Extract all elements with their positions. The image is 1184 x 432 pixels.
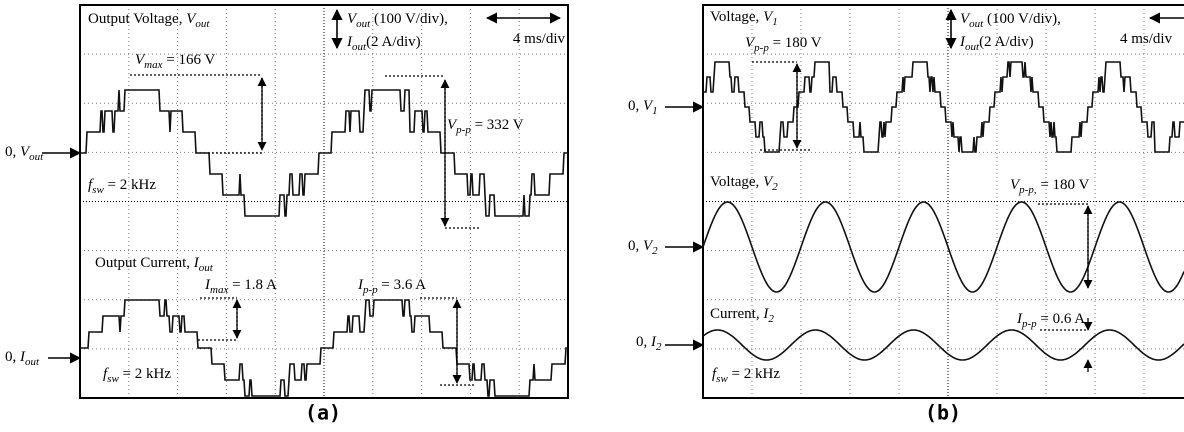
label-part: out bbox=[352, 41, 367, 53]
label-part: 1 bbox=[772, 16, 778, 28]
label-part: 0, bbox=[5, 144, 20, 160]
label-part: (100 V/div), bbox=[983, 11, 1061, 27]
page: (a) 0, Vout 0, Iout Output Voltage, Vout Vou… bbox=[0, 0, 1184, 432]
label-part: 2 bbox=[768, 313, 774, 325]
figure: (a) 0, Vout 0, Iout Output Voltage, Vout Vou… bbox=[0, 0, 1184, 432]
annotation: Vout (100 V/div), bbox=[347, 11, 448, 29]
annotation: Vp-p = 332 V bbox=[447, 117, 524, 135]
annotation: 0, V2 bbox=[628, 238, 658, 256]
annotation: fsw = 2 kHz bbox=[88, 177, 156, 195]
label-part: = 180 V bbox=[1037, 177, 1090, 193]
label-part: 2 bbox=[652, 245, 658, 257]
label-part: sw bbox=[107, 373, 119, 385]
label-part: Current, bbox=[710, 306, 763, 322]
label-part: sw bbox=[716, 373, 728, 385]
label-part: 4 ms/div bbox=[513, 31, 566, 47]
label-part: 0, bbox=[628, 98, 643, 114]
label-part: Voltage, bbox=[710, 174, 763, 190]
label-part: out bbox=[25, 356, 40, 368]
label-part: Voltage, bbox=[710, 9, 763, 25]
annotation: Vp-p, = 180 V bbox=[1010, 177, 1090, 195]
label-part: p-p bbox=[1021, 318, 1037, 330]
label-part: = 2 kHz bbox=[119, 366, 172, 382]
label-part: out bbox=[965, 41, 980, 53]
label-part: p-p bbox=[455, 124, 471, 136]
label-part: (2 A/div) bbox=[979, 34, 1034, 50]
label-part: out bbox=[199, 262, 214, 274]
label-part: p-p bbox=[362, 284, 378, 296]
annotation: Imax = 1.8 A bbox=[204, 277, 277, 295]
annotation: 0, Iout bbox=[5, 349, 40, 367]
annotation: Output Voltage, Vout bbox=[88, 11, 210, 29]
annotation: 0, V1 bbox=[628, 98, 658, 116]
annotation: Iout(2 A/div) bbox=[959, 34, 1034, 52]
annotation: Ip-p = 3.6 A bbox=[357, 277, 426, 295]
annotation: Iout(2 A/div) bbox=[346, 34, 421, 52]
label-part: = 166 V bbox=[163, 52, 216, 68]
annotation: 4 ms/div bbox=[513, 31, 566, 47]
annotation: 4 ms/div bbox=[1120, 31, 1173, 47]
waveform bbox=[703, 202, 1184, 292]
label-part: sw bbox=[92, 184, 104, 196]
labels: (a) 0, Vout 0, Iout Output Voltage, Vout Vou… bbox=[5, 9, 1173, 424]
annotation: 0, I2 bbox=[636, 334, 662, 352]
label-part: (2 A/div) bbox=[366, 34, 421, 50]
label-part: = 3.6 A bbox=[378, 277, 427, 293]
label-part: = 2 kHz bbox=[104, 177, 157, 193]
scope-grid bbox=[80, 5, 1184, 398]
label-part: p-p, bbox=[1018, 184, 1037, 196]
label-part: 0, bbox=[636, 334, 651, 350]
label-part: max bbox=[144, 59, 162, 71]
label-part: 1 bbox=[652, 105, 658, 117]
label-part: = 0.6 A bbox=[1037, 311, 1086, 327]
panel-caption: (a) bbox=[305, 401, 341, 425]
measurement-lines bbox=[130, 62, 1088, 385]
label-part: Output Current, bbox=[95, 255, 194, 271]
label-part: = 2 kHz bbox=[728, 366, 781, 382]
annotation: Voltage, V1 bbox=[710, 9, 778, 27]
label-part: out bbox=[969, 18, 984, 30]
label-part: = 180 V bbox=[769, 35, 822, 51]
annotation: Ip-p = 0.6 A bbox=[1016, 311, 1085, 329]
label-part: = 332 V bbox=[471, 117, 524, 133]
waveform bbox=[703, 62, 1184, 152]
waveform bbox=[703, 330, 1184, 360]
label-part: 0, bbox=[5, 349, 20, 365]
label-part: Output Voltage, bbox=[88, 11, 186, 27]
annotation: 0, Vout bbox=[5, 144, 44, 162]
annotation: fsw = 2 kHz bbox=[103, 366, 171, 384]
annotation: Voltage, V2 bbox=[710, 174, 778, 192]
label-part: 4 ms/div bbox=[1120, 31, 1173, 47]
annotation: Current, I2 bbox=[710, 306, 774, 324]
annotation: Vout (100 V/div), bbox=[960, 11, 1061, 29]
annotation: Vmax = 166 V bbox=[135, 52, 215, 70]
label-part: (100 V/div), bbox=[370, 11, 448, 27]
label-part: out bbox=[29, 151, 44, 163]
label-part: p-p bbox=[753, 42, 769, 54]
label-part: = 1.8 A bbox=[228, 277, 277, 293]
annotation: fsw = 2 kHz bbox=[712, 366, 780, 384]
label-part: max bbox=[210, 284, 228, 296]
annotation: Output Current, Iout bbox=[95, 255, 214, 273]
label-part: 0, bbox=[628, 238, 643, 254]
label-part: out bbox=[356, 18, 371, 30]
label-part: 2 bbox=[656, 341, 662, 353]
label-part: 2 bbox=[772, 181, 778, 193]
label-part: out bbox=[195, 18, 210, 30]
panel-caption: (b) bbox=[925, 401, 961, 425]
annotation: Vp-p = 180 V bbox=[745, 35, 822, 53]
